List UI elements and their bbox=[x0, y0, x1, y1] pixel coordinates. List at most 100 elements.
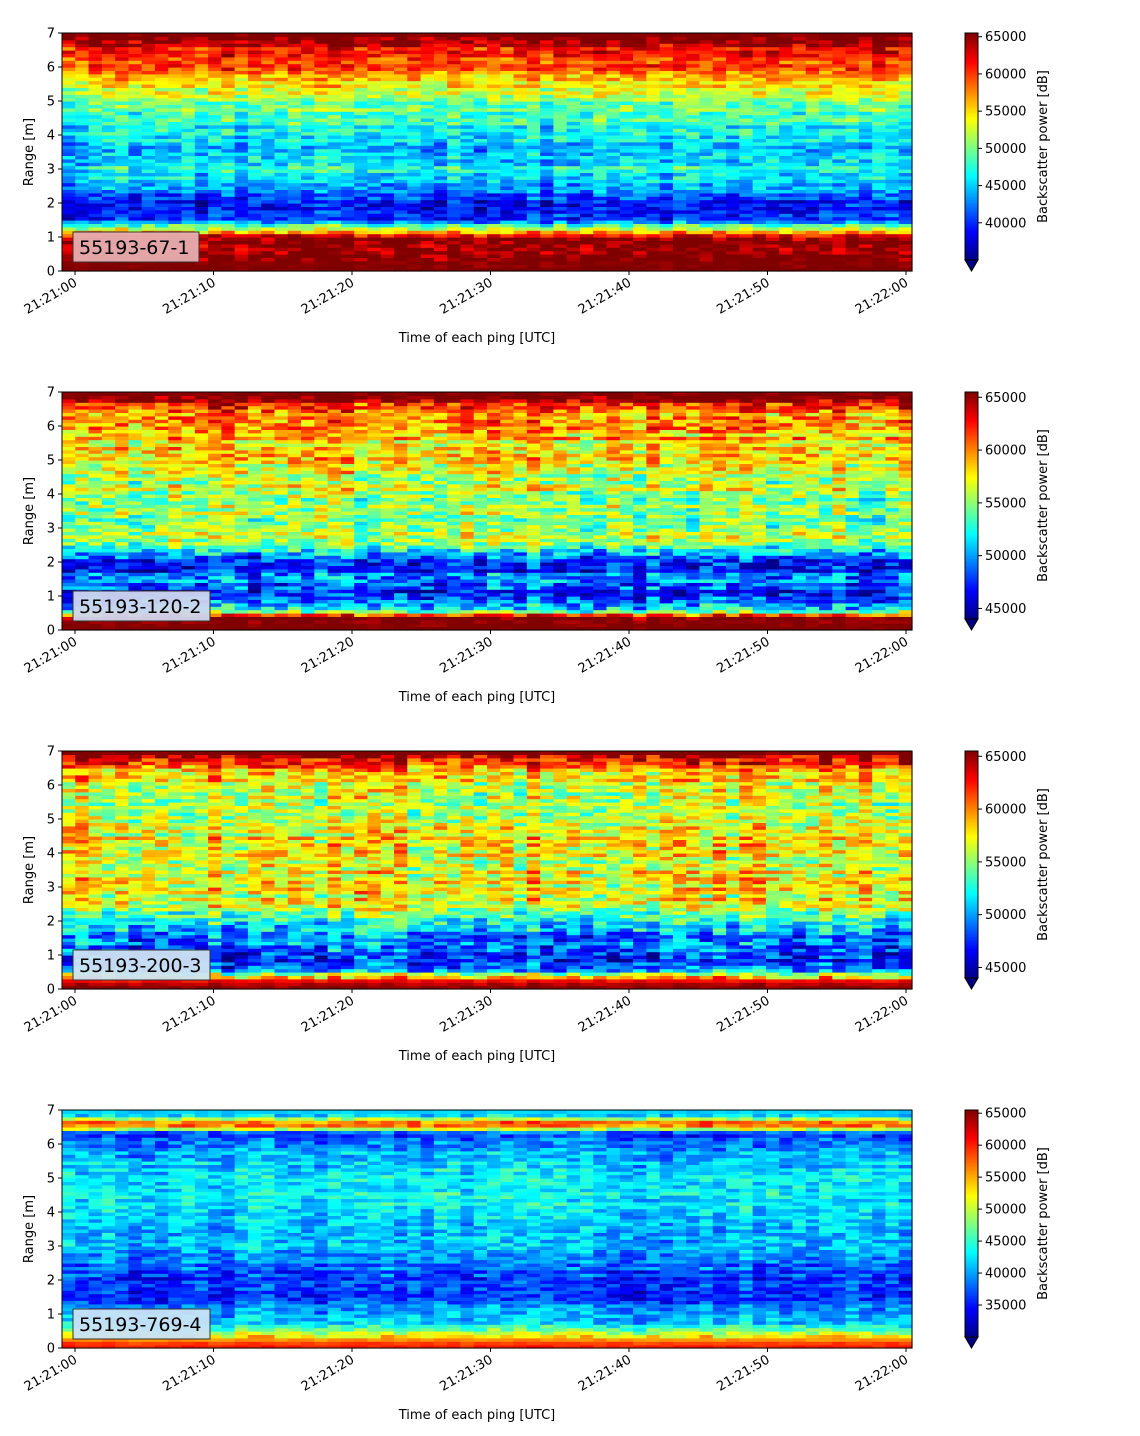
heatmap-cell bbox=[75, 131, 90, 136]
heatmap-cell bbox=[433, 87, 448, 92]
heatmap-cell bbox=[712, 111, 727, 116]
heatmap-cell bbox=[327, 50, 342, 54]
heatmap-cell bbox=[168, 216, 183, 221]
heatmap-cell bbox=[779, 43, 794, 48]
heatmap-cell bbox=[646, 50, 661, 54]
heatmap-cell bbox=[394, 152, 408, 156]
heatmap-cell bbox=[75, 395, 90, 400]
heatmap-cell bbox=[394, 240, 408, 245]
heatmap-cell bbox=[765, 158, 780, 163]
heatmap-cell bbox=[606, 70, 621, 75]
heatmap-cell bbox=[168, 87, 183, 92]
heatmap-cell bbox=[301, 165, 315, 170]
heatmap-cell bbox=[115, 572, 130, 577]
heatmap-cell bbox=[367, 186, 382, 190]
heatmap-cell bbox=[194, 114, 209, 119]
heatmap-cell bbox=[141, 223, 156, 228]
heatmap-cell bbox=[367, 152, 382, 156]
heatmap-cell bbox=[500, 60, 515, 65]
heatmap-cell bbox=[460, 107, 475, 112]
heatmap-cell bbox=[101, 39, 116, 44]
heatmap-cell bbox=[194, 43, 209, 48]
heatmap-cell bbox=[473, 209, 488, 214]
heatmap-cell bbox=[154, 186, 169, 190]
heatmap-cell bbox=[314, 138, 329, 143]
heatmap-cell bbox=[566, 172, 581, 177]
heatmap-cell bbox=[261, 73, 276, 78]
heatmap-cell bbox=[712, 203, 727, 207]
heatmap-cell bbox=[898, 84, 913, 88]
heatmap-cell bbox=[407, 254, 422, 258]
heatmap-cell bbox=[128, 223, 143, 228]
heatmap-cell bbox=[805, 145, 820, 150]
heatmap-cell bbox=[487, 250, 501, 255]
heatmap-cell bbox=[287, 43, 302, 48]
heatmap-cell bbox=[327, 165, 342, 170]
heatmap-cell bbox=[765, 73, 780, 78]
heatmap-cell bbox=[752, 250, 767, 255]
heatmap-cell bbox=[407, 220, 422, 224]
heatmap-cell bbox=[247, 237, 262, 241]
heatmap-cell bbox=[407, 39, 422, 44]
heatmap-cell bbox=[62, 121, 76, 126]
heatmap-cell bbox=[75, 432, 90, 437]
heatmap-cell bbox=[447, 131, 462, 136]
heatmap-cell bbox=[593, 73, 608, 78]
heatmap-cell bbox=[447, 196, 462, 201]
heatmap-cell bbox=[141, 169, 156, 173]
heatmap-cell bbox=[247, 70, 262, 75]
heatmap-cell bbox=[340, 50, 355, 54]
heatmap-cell bbox=[115, 172, 130, 177]
heatmap-cell bbox=[407, 175, 422, 180]
heatmap-cell bbox=[593, 104, 608, 109]
heatmap-cell bbox=[752, 264, 767, 269]
heatmap-cell bbox=[619, 33, 634, 37]
heatmap-cell bbox=[699, 128, 714, 133]
heatmap-cell bbox=[62, 392, 76, 396]
heatmap-cell bbox=[380, 169, 395, 173]
heatmap-cell bbox=[540, 94, 555, 99]
heatmap-cell bbox=[765, 60, 780, 65]
heatmap-cell bbox=[805, 33, 820, 37]
heatmap-cell bbox=[792, 209, 807, 214]
heatmap-cell bbox=[301, 192, 315, 197]
heatmap-cell bbox=[88, 494, 103, 498]
heatmap-cell bbox=[646, 73, 661, 78]
colorbar-segment bbox=[965, 180, 978, 184]
colorbar-tick-label: 65000 bbox=[985, 30, 1026, 45]
heatmap-cell bbox=[752, 97, 767, 102]
colorbar-segment bbox=[965, 53, 978, 57]
heatmap-cell bbox=[872, 56, 887, 61]
heatmap-cell bbox=[261, 36, 276, 41]
heatmap-cell bbox=[181, 124, 196, 129]
heatmap-cell bbox=[699, 46, 714, 51]
heatmap-cell bbox=[221, 260, 236, 265]
heatmap-cell bbox=[168, 101, 183, 105]
heatmap-cell bbox=[765, 97, 780, 102]
heatmap-cell bbox=[779, 186, 794, 190]
heatmap-cell bbox=[593, 141, 608, 146]
heatmap-cell bbox=[88, 226, 103, 231]
heatmap-cell bbox=[354, 172, 369, 177]
heatmap-cell bbox=[88, 138, 103, 143]
colorbar-segment bbox=[965, 55, 978, 59]
heatmap-cell bbox=[247, 60, 262, 65]
heatmap-cell bbox=[672, 257, 687, 262]
heatmap-cell bbox=[739, 67, 754, 71]
heatmap-cell bbox=[447, 186, 462, 190]
heatmap-cell bbox=[301, 182, 315, 187]
heatmap-cell bbox=[141, 63, 156, 68]
heatmap-cell bbox=[473, 250, 488, 255]
heatmap-cell bbox=[367, 135, 382, 139]
heatmap-cell bbox=[566, 250, 581, 255]
heatmap-cell bbox=[792, 138, 807, 143]
colorbar-segment bbox=[965, 167, 978, 170]
heatmap-cell bbox=[115, 175, 130, 180]
heatmap-cell bbox=[553, 175, 568, 180]
heatmap-cell bbox=[646, 148, 661, 153]
heatmap-cell bbox=[633, 243, 647, 248]
colorbar-segment bbox=[965, 63, 978, 66]
heatmap-cell bbox=[779, 240, 794, 245]
colorbar-segment bbox=[965, 174, 978, 178]
heatmap-cell bbox=[380, 124, 395, 129]
